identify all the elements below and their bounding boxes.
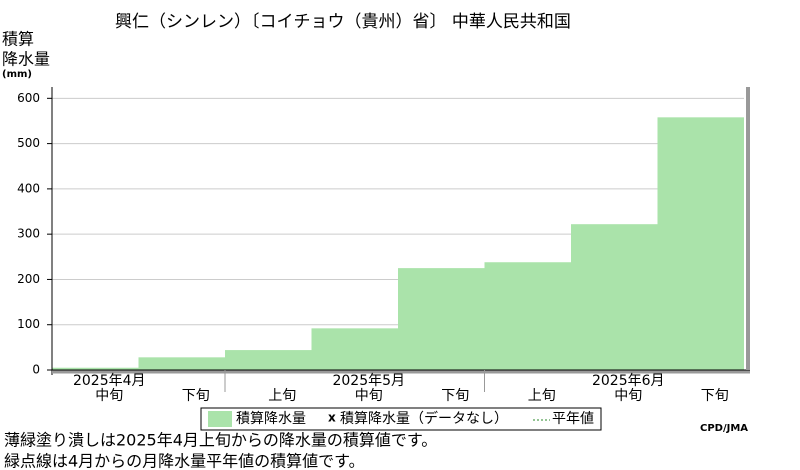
bar (571, 224, 658, 370)
x-tick-label: 中旬 (614, 388, 642, 404)
x-tick-label: 中旬 (95, 388, 123, 404)
legend-swatch (208, 411, 232, 427)
legend-box (200, 407, 602, 431)
month-label: 2025年6月 (592, 373, 665, 389)
bar (225, 350, 312, 370)
y-tick-label: 600 (17, 91, 40, 105)
note: 緑点線は4月からの月降水量平年値の積算値です。 (4, 452, 365, 470)
y-tick-label: 500 (17, 136, 40, 150)
x-tick-label: 中旬 (355, 388, 383, 404)
chart-title: 興仁（シンレン）〔コイチョウ（貴州）省〕 中華人民共和国 (115, 12, 571, 32)
bar (52, 367, 139, 370)
bar (311, 328, 398, 370)
legend-label: 平年値 (552, 411, 594, 427)
bar (138, 357, 225, 370)
y-tick-label: 0 (32, 363, 40, 377)
x-tick-label: 下旬 (701, 388, 729, 404)
y-axis-label: 降水量 (2, 50, 50, 69)
legend-symbol: x (328, 411, 336, 425)
legend-label: 積算降水量 (236, 411, 306, 427)
y-tick-label: 200 (17, 272, 40, 286)
x-tick-label: 下旬 (182, 388, 210, 404)
y-tick-label: 100 (17, 317, 40, 331)
legend-label: 積算降水量（データなし） (340, 410, 508, 427)
month-label: 2025年4月 (73, 373, 146, 389)
y-axis-label: 積算 (2, 30, 34, 49)
bar (484, 262, 571, 370)
note: 薄緑塗り潰しは2025年4月上旬からの降水量の積算値です。 (4, 431, 437, 450)
y-tick-label: 400 (17, 181, 40, 195)
x-tick-label: 上旬 (528, 388, 556, 404)
bar (398, 268, 485, 370)
x-tick-label: 下旬 (441, 388, 469, 404)
y-tick-label: 300 (17, 227, 40, 241)
credit: CPD/JMA (700, 423, 748, 434)
y-axis-label: (mm) (2, 69, 32, 80)
x-tick-label: 上旬 (268, 388, 296, 404)
bar (657, 117, 744, 370)
month-label: 2025年5月 (332, 373, 405, 389)
